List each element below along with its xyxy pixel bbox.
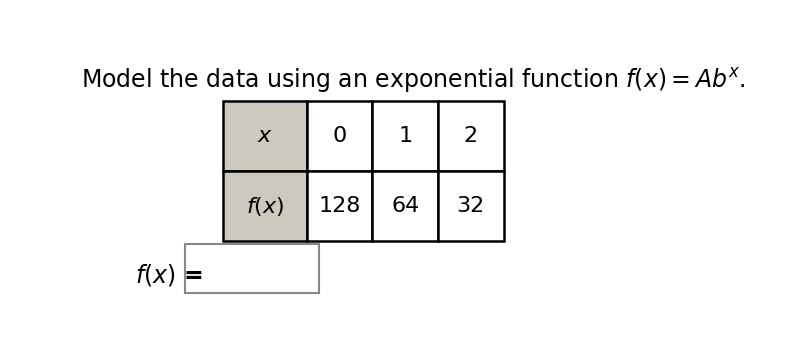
Text: 0: 0: [333, 126, 347, 146]
Text: $\mathbf{\mathit{f(x)}}$: $\mathbf{\mathit{f(x)}}$: [246, 195, 284, 218]
Text: 1: 1: [398, 126, 413, 146]
Bar: [372, 101, 438, 172]
Bar: [222, 101, 307, 172]
Text: 32: 32: [457, 196, 485, 216]
Bar: [307, 172, 372, 242]
Bar: [438, 172, 504, 242]
Bar: [438, 101, 504, 172]
Text: 64: 64: [391, 196, 419, 216]
Text: $\mathit{f(x)}$ =: $\mathit{f(x)}$ =: [135, 262, 203, 288]
Bar: [307, 101, 372, 172]
Bar: [185, 244, 319, 293]
Text: 128: 128: [318, 196, 361, 216]
Bar: [222, 172, 307, 242]
Text: $x$: $x$: [257, 126, 272, 146]
Text: Model the data using an exponential function $f(x) = Ab^x$.: Model the data using an exponential func…: [81, 66, 746, 95]
Bar: [372, 172, 438, 242]
Text: 2: 2: [463, 126, 478, 146]
